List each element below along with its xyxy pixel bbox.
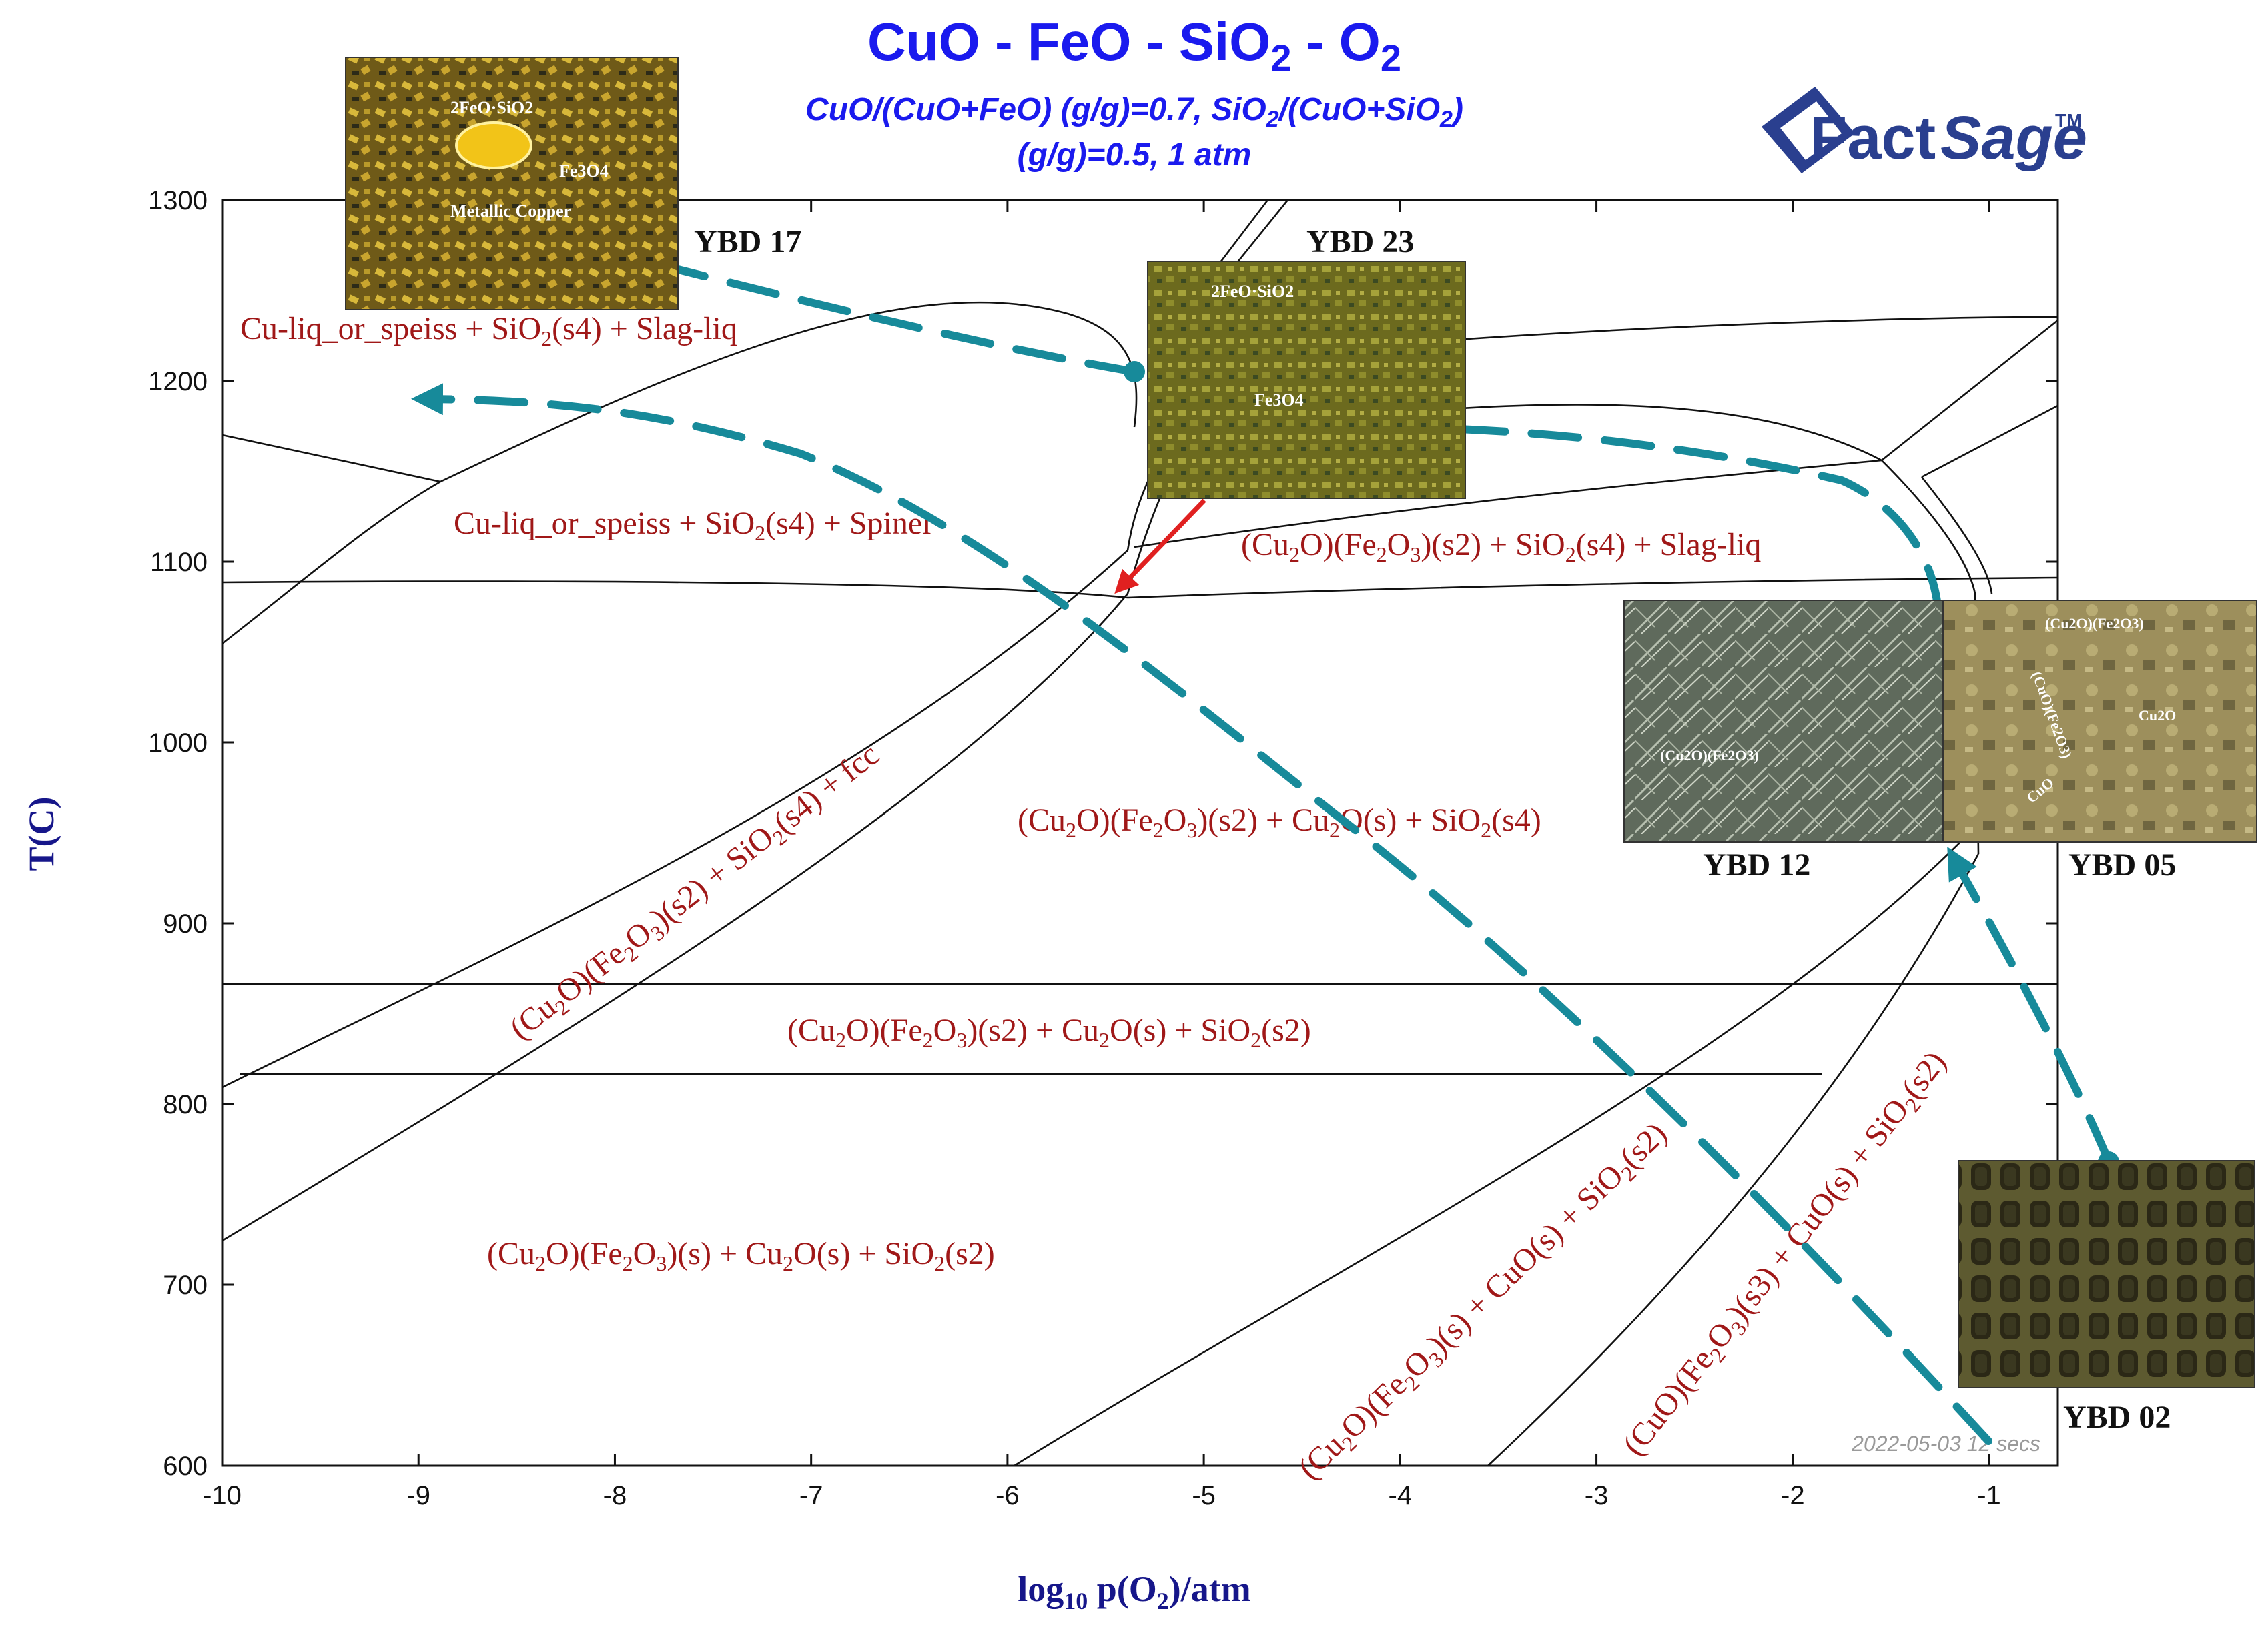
micro-label-magnetite-23: Fe3O4 — [1254, 390, 1304, 410]
cooling-paths — [411, 251, 2113, 1445]
boundary-slag-spinel — [222, 434, 441, 483]
micrograph-ybd12: (Cu2O)(Fe2O3) — [1623, 600, 1944, 843]
factsage-logo-sage: Sage — [1940, 104, 2087, 172]
boundary-right-diag-a — [1881, 319, 2058, 462]
chart-title: CuO - FeO - SiO2 - O2 — [867, 12, 1401, 79]
micrograph-ybd23: 2FeO·SiO2 Fe3O4 — [1147, 261, 1466, 499]
micro-label-copper: Metallic Copper — [450, 201, 571, 221]
region-label-delafossite-fcc: (Cu2O)(Fe2O3)(s2) + SiO2(s4) + fcc — [503, 737, 888, 1050]
path-ybd05-to-ybd23 — [1352, 411, 1942, 618]
sample-label-ybd05: YBD 05 — [2068, 847, 2176, 883]
chart-subtitle-line1: CuO/(CuO+FeO) (g/g)=0.7, SiO2/(CuO+SiO2) — [805, 92, 1463, 132]
x-tick-label: -9 — [406, 1481, 430, 1510]
micrograph-ybd05: (Cu2O)(Fe2O3) (CuO)(Fe2O3) Cu2O CuO — [1942, 600, 2257, 843]
boundary-right-vertical — [1881, 460, 1980, 855]
y-tick-label: 1000 — [148, 728, 208, 758]
y-tick-label: 800 — [163, 1090, 208, 1119]
micro-label-delafossite-12: (Cu2O)(Fe2O3) — [1660, 747, 1759, 764]
path-ybd02-to-ybd05 — [1947, 847, 2113, 1165]
x-tick-label: -1 — [1977, 1481, 2001, 1510]
region-label-cu-spinel: Cu-liq_or_speiss + SiO2(s4) + Spinel — [454, 506, 931, 545]
boundary-liquidus-dome — [440, 301, 1138, 483]
factsage-logo: Fact Sage TM — [1762, 87, 2087, 173]
y-tick-label: 900 — [163, 909, 208, 939]
sample-label-ybd12: YBD 12 — [1703, 847, 1810, 883]
y-tick-label: 1200 — [148, 367, 208, 396]
region-label-delafossite-cuo: (Cu2O)(Fe2O3)(s) + CuO(s) + SiO2(s2) — [1292, 1115, 1677, 1489]
y-axis-label: T(C) — [21, 797, 61, 871]
x-tick-label: -3 — [1585, 1481, 1609, 1510]
y-tick-label: 1100 — [150, 548, 208, 577]
x-tick-label: -8 — [603, 1481, 627, 1510]
micrograph-ybd17: 2FeO·SiO2 Fe3O4 Metallic Copper — [345, 57, 679, 310]
x-tick-label: -6 — [996, 1481, 1020, 1510]
boundary-cuo-left — [1014, 840, 1962, 1467]
path-main-cooling — [411, 383, 1992, 1445]
x-axis-label: log10 p(O2)/atm — [1018, 1569, 1251, 1614]
path-dot-ybd23 — [1124, 361, 1145, 382]
factsage-logo-fact: Fact — [1810, 104, 1936, 172]
micro-label-fayalite-23: 2FeO·SiO2 — [1211, 282, 1294, 301]
x-axis-ticks: -10 -9 -8 -7 -6 -5 -4 -3 -2 -1 — [203, 200, 2001, 1510]
micro-label-delafossite-05: (Cu2O)(Fe2O3) — [2045, 615, 2144, 632]
region-label-delafossite-low: (Cu2O)(Fe2O3)(s) + Cu2O(s) + SiO2(s2) — [487, 1236, 995, 1275]
region-labels: Cu-liq_or_speiss + SiO2(s4) + Slag-liq C… — [240, 311, 1956, 1489]
sample-label-ybd23: YBD 23 — [1306, 224, 1414, 259]
y-axis-ticks: 600 700 800 900 1000 1100 1200 1300 — [148, 186, 2058, 1481]
red-arrow — [1114, 498, 1206, 594]
path-ybd23-to-ybd17 — [638, 251, 1138, 376]
micro-label-fayalite: 2FeO·SiO2 — [450, 98, 533, 117]
x-tick-label: -2 — [1781, 1481, 1805, 1510]
boundary-cuo-right — [1487, 853, 1980, 1466]
x-tick-label: -4 — [1389, 1481, 1413, 1510]
sample-label-ybd02: YBD 02 — [2063, 1400, 2171, 1435]
boundary-left-low — [222, 480, 441, 645]
sample-label-ybd17: YBD 17 — [694, 224, 801, 259]
micro-label-magnetite: Fe3O4 — [559, 161, 609, 181]
boundary-1090-mid — [1127, 576, 2058, 599]
calculation-timestamp: 2022-05-03 12 secs — [1851, 1432, 2040, 1456]
y-tick-label: 700 — [163, 1271, 208, 1300]
y-tick-label: 1300 — [148, 186, 208, 215]
metallic-copper-blob — [455, 121, 532, 169]
micro-label-cu2o-05: Cu2O — [2139, 707, 2176, 724]
region-label-cu-slag: Cu-liq_or_speiss + SiO2(s4) + Slag-liq — [240, 311, 737, 350]
boundary-1235-plateau — [1401, 316, 2058, 345]
boundary-fcc-upper — [222, 550, 1128, 1089]
region-label-delafossite-cu2o-s4: (Cu2O)(Fe2O3)(s2) + Cu2O(s) + SiO2(s4) — [1018, 802, 1541, 842]
x-tick-label: -7 — [799, 1481, 823, 1510]
y-tick-label: 600 — [163, 1452, 208, 1481]
micrograph-ybd02 — [1958, 1160, 2255, 1388]
boundary-right-vertical-b — [1920, 476, 1993, 594]
boundary-right-diag-b — [1921, 404, 2058, 478]
region-label-delafossite-cu2o-s2: (Cu2O)(Fe2O3)(s2) + Cu2O(s) + SiO2(s2) — [787, 1013, 1311, 1052]
region-label-delafossite-slag: (Cu2O)(Fe2O3)(s2) + SiO2(s4) + Slag-liq — [1241, 527, 1761, 566]
x-tick-label: -10 — [203, 1481, 242, 1510]
factsage-logo-tm: TM — [2055, 110, 2082, 131]
x-tick-label: -5 — [1192, 1481, 1216, 1510]
boundary-fcc-lower — [222, 593, 1129, 1242]
chart-subtitle-line2: (g/g)=0.5, 1 atm — [1018, 137, 1252, 173]
boundary-1090-horizontal — [222, 580, 1128, 599]
